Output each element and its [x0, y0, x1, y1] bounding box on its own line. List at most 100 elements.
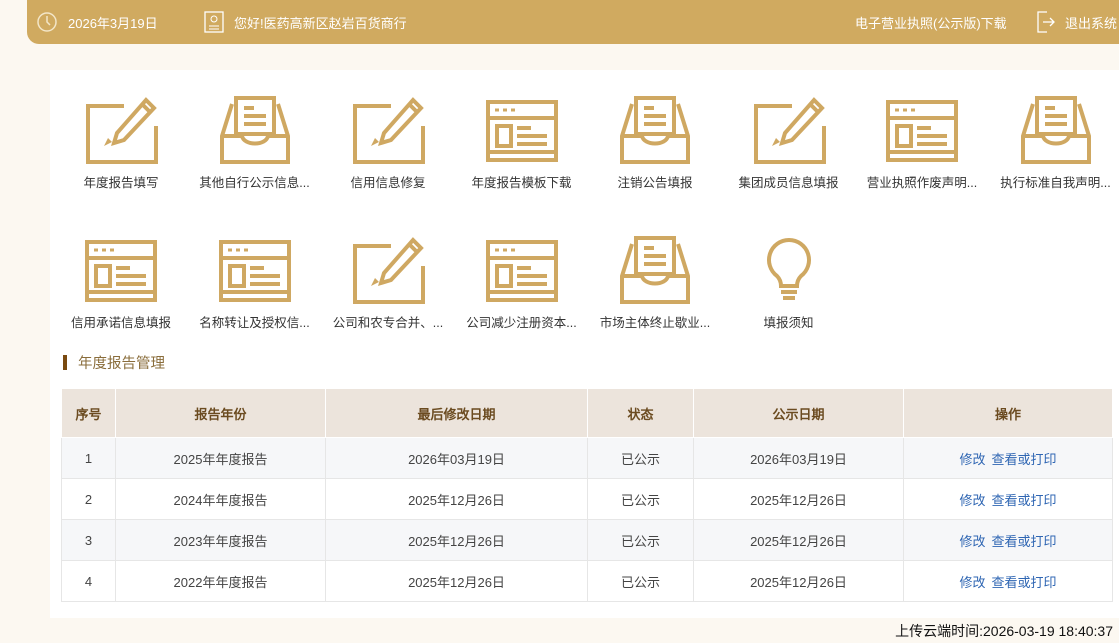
license-download-link[interactable]: 电子营业执照(公示版)下载: [855, 0, 1007, 44]
tile-8[interactable]: 执行标准自我声明...: [989, 96, 1119, 191]
table-row: 2 2024年年度报告 2025年12月26日 已公示 2025年12月26日 修改 查看或…: [61, 478, 1113, 520]
table-cell: 2022年年度报告: [115, 560, 326, 602]
top-bar: 2026年3月19日 您好!医药高新区赵岩百货商行 电子营业执照(公示版)下载 …: [27, 0, 1119, 44]
greeting: 您好!医药高新区赵岩百货商行: [204, 0, 407, 44]
table-cell: 2026年03月19日: [693, 437, 904, 479]
pencil-icon: [722, 96, 856, 164]
license-download-label[interactable]: 电子营业执照(公示版)下载: [855, 15, 1007, 31]
edit-link[interactable]: 修改: [959, 574, 986, 590]
tile-11[interactable]: 公司和农专合并、...: [321, 236, 455, 331]
tile-6[interactable]: 集团成员信息填报: [722, 96, 856, 191]
view-print-link[interactable]: 查看或打印: [991, 533, 1057, 549]
inbox-icon: [188, 96, 322, 164]
window-icon: [54, 236, 188, 304]
tile-label: 注销公告填报: [617, 176, 693, 190]
greeting-text: 您好!医药高新区赵岩百货商行: [234, 15, 407, 31]
tile-label: 公司减少注册资本...: [466, 316, 577, 330]
section-title: 年度报告管理: [63, 352, 165, 373]
tile-label: 年度报告模板下载: [471, 176, 572, 190]
window-icon: [455, 96, 589, 164]
table-cell: 2025年12月26日: [693, 478, 904, 520]
section-marker: [63, 355, 67, 370]
inbox-icon: [989, 96, 1119, 164]
table-cell: 已公示: [587, 437, 694, 479]
actions-cell: 修改 查看或打印: [903, 437, 1113, 479]
edit-link[interactable]: 修改: [959, 533, 986, 549]
table-row: 4 2022年年度报告 2025年12月26日 已公示 2025年12月26日 修改 查看或…: [61, 560, 1113, 602]
tile-4[interactable]: 年度报告模板下载: [455, 96, 589, 191]
col-header: 状态: [587, 388, 694, 438]
tile-label: 名称转让及授权信...: [199, 316, 310, 330]
date-text: 2026年3月19日: [68, 15, 158, 31]
main-panel: 年度报告填写 其他自行公示信息... 信用信息修复 年度报告模板下载 注销公告填报 集团成…: [50, 70, 1119, 618]
date-display: 2026年3月19日: [36, 0, 158, 44]
actions-cell: 修改 查看或打印: [903, 519, 1113, 561]
col-header: 最后修改日期: [325, 388, 588, 438]
col-header: 序号: [61, 388, 116, 438]
window-icon: [855, 96, 989, 164]
tile-5[interactable]: 注销公告填报: [588, 96, 722, 191]
table-cell: 2026年03月19日: [325, 437, 588, 479]
table-cell: 2025年12月26日: [325, 519, 588, 561]
table-cell: 2025年12月26日: [693, 519, 904, 561]
tile-14[interactable]: 填报须知: [722, 236, 856, 331]
edit-link[interactable]: 修改: [959, 492, 986, 508]
view-print-link[interactable]: 查看或打印: [991, 492, 1057, 508]
view-print-link[interactable]: 查看或打印: [991, 574, 1057, 590]
edit-link[interactable]: 修改: [959, 451, 986, 467]
tile-label: 其他自行公示信息...: [199, 176, 310, 190]
table-cell: 已公示: [587, 519, 694, 561]
window-icon: [188, 236, 322, 304]
table-cell: 已公示: [587, 478, 694, 520]
table-cell: 2025年年度报告: [115, 437, 326, 479]
col-header: 公示日期: [693, 388, 904, 438]
pencil-icon: [321, 96, 455, 164]
tile-3[interactable]: 信用信息修复: [321, 96, 455, 191]
table-cell: 2024年年度报告: [115, 478, 326, 520]
actions-cell: 修改 查看或打印: [903, 560, 1113, 602]
bulb-icon: [722, 236, 856, 304]
tile-label: 年度报告填写: [83, 176, 159, 190]
tile-label: 营业执照作废声明...: [866, 176, 978, 190]
table-cell: 2: [61, 478, 116, 520]
table-row: 3 2023年年度报告 2025年12月26日 已公示 2025年12月26日 修改 查看或…: [61, 519, 1113, 561]
view-print-link[interactable]: 查看或打印: [991, 451, 1057, 467]
clock-icon: [37, 12, 57, 32]
table-cell: 2025年12月26日: [325, 560, 588, 602]
pencil-icon: [54, 96, 188, 164]
tile-13[interactable]: 市场主体终止歇业...: [588, 236, 722, 331]
tile-label: 信用信息修复: [350, 176, 426, 190]
table-cell: 2025年12月26日: [693, 560, 904, 602]
col-header: 报告年份: [115, 388, 326, 438]
table-cell: 2025年12月26日: [325, 478, 588, 520]
section-title-text: 年度报告管理: [78, 356, 165, 372]
table-cell: 1: [61, 437, 116, 479]
col-header: 操作: [903, 388, 1113, 438]
table-cell: 已公示: [587, 560, 694, 602]
tile-label: 信用承诺信息填报: [70, 316, 171, 330]
pencil-icon: [321, 236, 455, 304]
upload-time: 上传云端时间:2026-03-19 18:40:37: [895, 623, 1113, 639]
tile-label: 公司和农专合并、...: [332, 316, 444, 330]
tile-1[interactable]: 年度报告填写: [54, 96, 188, 191]
tile-label: 集团成员信息填报: [738, 176, 839, 190]
tile-label: 填报须知: [763, 316, 814, 330]
table-row: 1 2025年年度报告 2026年03月19日 已公示 2026年03月19日 修改 查看或…: [61, 437, 1113, 479]
table-cell: 3: [61, 519, 116, 561]
tile-12[interactable]: 公司减少注册资本...: [455, 236, 589, 331]
tile-10[interactable]: 名称转让及授权信...: [188, 236, 322, 331]
logout-label[interactable]: 退出系统: [1065, 15, 1118, 31]
tile-label: 市场主体终止歇业...: [599, 316, 711, 330]
inbox-icon: [588, 236, 722, 304]
logout-icon: [1037, 11, 1055, 33]
inbox-icon: [588, 96, 722, 164]
tile-7[interactable]: 营业执照作废声明...: [855, 96, 989, 191]
table-cell: 2023年年度报告: [115, 519, 326, 561]
actions-cell: 修改 查看或打印: [903, 478, 1113, 520]
window-icon: [455, 236, 589, 304]
user-icon: [204, 11, 224, 33]
table-cell: 4: [61, 560, 116, 602]
tile-2[interactable]: 其他自行公示信息...: [188, 96, 322, 191]
tile-9[interactable]: 信用承诺信息填报: [54, 236, 188, 331]
logout-button[interactable]: 退出系统: [1035, 0, 1117, 44]
